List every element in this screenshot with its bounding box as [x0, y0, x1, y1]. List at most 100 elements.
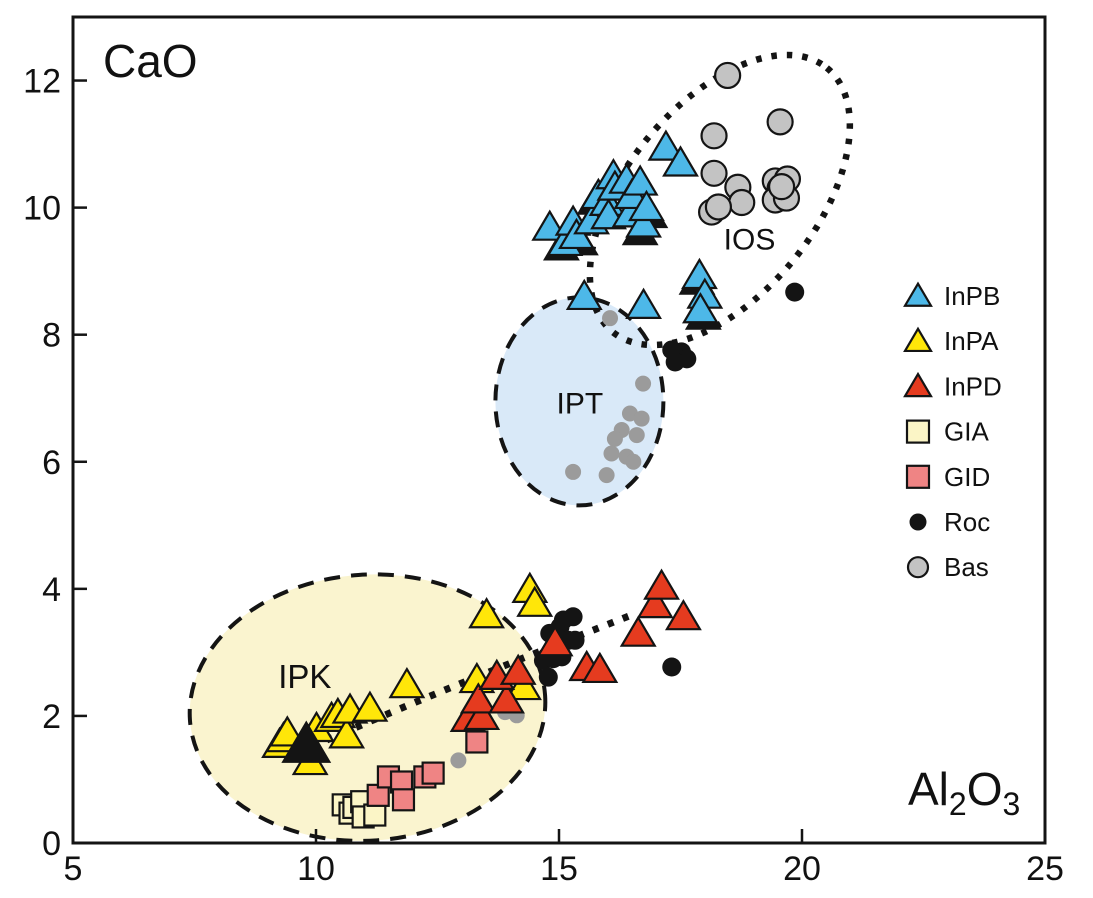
point-InPB-20	[681, 257, 718, 290]
legend-marker-InPB	[903, 281, 933, 307]
point-InPD-12	[664, 598, 702, 631]
point-InPB-18	[565, 278, 603, 311]
legend-label-InPD: InPD	[944, 371, 1002, 401]
legend-item-Roc: Roc	[909, 507, 990, 537]
point-GID-6	[465, 730, 489, 754]
point-GID-3	[391, 788, 416, 812]
point-gray-dots-14	[450, 752, 467, 769]
point-Bas-7	[704, 193, 733, 221]
series-GID	[366, 730, 489, 812]
series-InPD	[449, 568, 702, 732]
point-InPD-2	[459, 682, 497, 714]
legend-item-GID: GID	[905, 462, 990, 492]
legend-marker-GIA	[905, 419, 931, 444]
point-Bas-1	[700, 122, 728, 150]
point-gray-dots-9	[625, 453, 642, 470]
point-gray-dots-7	[603, 445, 620, 462]
point-GID-5	[421, 761, 445, 785]
point-InPA-7	[328, 717, 366, 749]
point-InPA-15	[516, 585, 554, 617]
point-InPA-2	[268, 715, 306, 747]
x-axis-title: Al2O3	[908, 763, 1020, 822]
legend-marker-Roc	[909, 513, 927, 531]
point-InPB-16	[647, 129, 685, 161]
point-gray-dots-1	[635, 375, 652, 392]
series-black-triangle	[281, 720, 332, 763]
point-gray-dots-3	[633, 410, 650, 427]
point-Bas-5	[728, 188, 756, 217]
point-gray-dots-10	[598, 467, 615, 484]
point-Roc-10	[565, 630, 585, 650]
legend-item-Bas: Bas	[906, 552, 989, 582]
legend-item-GIA: GIA	[905, 417, 989, 447]
point-InPD-8	[581, 651, 619, 684]
x-tick-label-5: 5	[64, 850, 83, 888]
series-gray-dots	[450, 310, 652, 769]
point-InPD-1	[463, 698, 501, 731]
y-axis-title: CaO	[103, 35, 198, 87]
point-gray-dots-5	[628, 427, 645, 444]
point-InPB-14	[625, 206, 662, 238]
legend: InPB InPA InPD GIA GID Roc Bas	[903, 281, 1002, 582]
legend-item-InPA: InPA	[903, 326, 999, 356]
legend-marker-Bas	[906, 556, 930, 579]
point-Bas-0	[714, 61, 742, 90]
point-InPD-6	[536, 625, 574, 657]
point-Bas-2	[766, 108, 794, 136]
point-gray-dots-0	[602, 310, 619, 327]
legend-label-InPB: InPB	[944, 281, 1000, 311]
point-InPA-12	[468, 597, 506, 629]
x-tick-label-15: 15	[540, 850, 578, 888]
point-InPB-19	[625, 287, 662, 319]
point-InPD-10	[636, 586, 674, 619]
x-tick-label-25: 25	[1026, 850, 1064, 888]
y-tick-label-4: 4	[42, 571, 61, 609]
series-InPB	[531, 129, 724, 324]
point-Bas-3	[700, 159, 728, 187]
legend-item-InPB: InPB	[903, 281, 1000, 311]
point-InPB-22	[682, 292, 719, 324]
legend-label-InPA: InPA	[944, 326, 999, 356]
point-InPB-13	[621, 164, 659, 196]
y-tick-label-8: 8	[42, 317, 61, 355]
legend-label-GID: GID	[944, 462, 990, 492]
point-Roc-11	[662, 657, 682, 677]
point-gray-dots-11	[565, 463, 582, 480]
series-Bas	[698, 61, 802, 226]
legend-marker-InPA	[903, 326, 933, 353]
point-GIA-5	[363, 803, 387, 827]
point-InPD-11	[643, 568, 680, 600]
point-InPA-9	[351, 690, 389, 722]
y-tick-label-2: 2	[42, 698, 61, 736]
point-InPB-17	[662, 145, 699, 177]
legend-marker-GID	[905, 464, 931, 489]
point-InPD-3	[488, 682, 525, 714]
point-InPB-15	[628, 189, 665, 222]
y-tick-label-12: 12	[23, 63, 61, 101]
x-tick-label-10: 10	[297, 850, 335, 888]
point-InPA-10	[388, 666, 426, 699]
region-label-ipt: IPT	[557, 387, 604, 420]
point-Bas-13	[767, 173, 796, 201]
legend-label-Bas: Bas	[944, 552, 989, 582]
point-Roc-8	[563, 607, 583, 627]
legend-label-GIA: GIA	[944, 417, 989, 447]
y-tick-label-0: 0	[42, 825, 61, 863]
point-Roc-16	[785, 282, 805, 302]
legend-label-Roc: Roc	[944, 507, 990, 537]
region-label-ipk: IPK	[278, 658, 331, 695]
point-black-triangle-0	[281, 720, 332, 763]
x-tick-label-20: 20	[783, 850, 821, 888]
point-Roc-1	[538, 667, 558, 687]
series-GIA	[331, 790, 387, 829]
point-InPD-5	[499, 653, 537, 685]
point-gray-dots-6	[606, 430, 623, 447]
y-tick-label-6: 6	[42, 444, 61, 482]
point-InPA-13	[505, 668, 542, 701]
y-tick-label-10: 10	[23, 190, 61, 228]
region-label-ios: IOS	[724, 223, 776, 256]
point-InPD-9	[619, 615, 657, 647]
point-Roc-15	[665, 352, 685, 372]
